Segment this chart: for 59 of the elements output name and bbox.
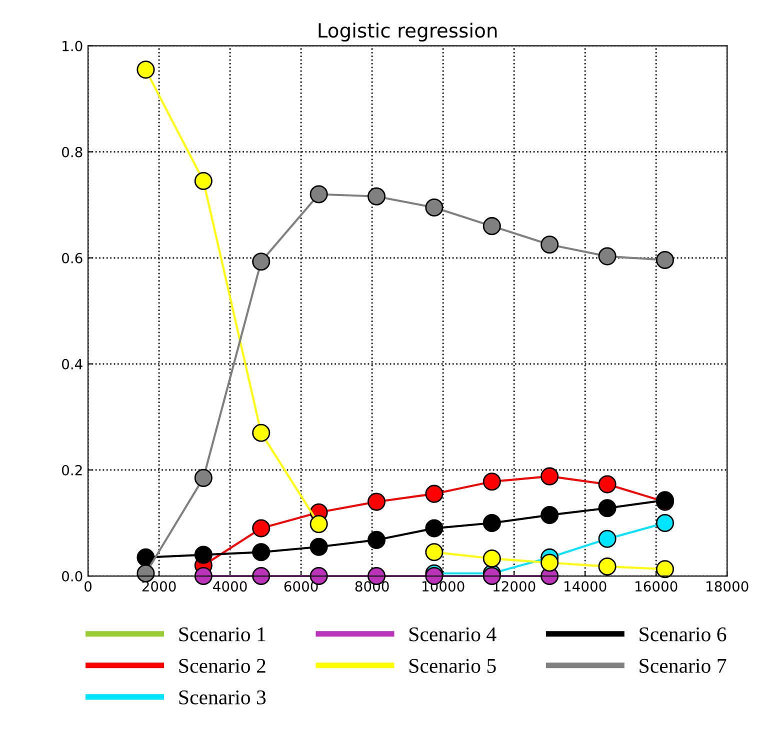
point (425, 519, 444, 538)
legend-label: Scenario 1 (179, 627, 266, 642)
point (252, 543, 270, 562)
point (482, 514, 501, 532)
point (194, 566, 212, 586)
point (482, 472, 501, 491)
point (598, 557, 616, 576)
point (540, 236, 559, 254)
y-tick-label: 0.8 (62, 146, 82, 158)
point (656, 560, 674, 578)
legend-label: Scenario 3 (179, 690, 266, 704)
point (482, 549, 501, 568)
point (136, 548, 155, 566)
y-tick-label: 1.0 (62, 40, 82, 52)
point (598, 499, 616, 518)
point (425, 198, 444, 217)
point (367, 187, 386, 206)
x-tick-label: 12000 (494, 581, 536, 592)
point (310, 185, 328, 204)
point (540, 467, 559, 486)
y-tick-label: 0.6 (62, 252, 82, 264)
point (656, 514, 674, 532)
point (136, 564, 155, 582)
point (598, 247, 616, 266)
x-tick-label: 4000 (213, 581, 247, 592)
point (540, 554, 559, 572)
legend-label: Scenario 7 (640, 658, 726, 673)
legend-label: Scenario 2 (179, 658, 266, 673)
point (136, 60, 155, 79)
legend-label: Scenario 5 (410, 658, 496, 673)
y-tick-label: 0.2 (62, 464, 82, 476)
legend-label: Scenario 6 (640, 627, 726, 642)
legend-label: Scenario 4 (410, 627, 496, 642)
x-tick-label: 18000 (706, 581, 748, 592)
point (656, 250, 674, 270)
point (194, 468, 212, 487)
y-tick-label: 0.4 (62, 358, 82, 370)
point (367, 530, 386, 549)
point (598, 475, 616, 494)
point (252, 424, 270, 442)
point (425, 543, 444, 562)
point (367, 492, 386, 511)
x-tick-label: 2000 (142, 581, 176, 592)
point (482, 217, 501, 236)
point (310, 538, 328, 556)
point (598, 530, 616, 548)
x-tick-label: 14000 (564, 581, 606, 592)
point (252, 566, 270, 586)
x-tick-label: 0 (84, 581, 92, 592)
point (310, 515, 328, 534)
point (425, 484, 444, 503)
chart-title: Logistic regression (318, 22, 497, 42)
point (194, 172, 212, 190)
x-tick-label: 16000 (636, 581, 678, 592)
point (194, 546, 212, 564)
y-tick-label: 0.0 (62, 570, 82, 582)
point (540, 506, 559, 524)
point (252, 519, 270, 538)
point (252, 252, 270, 271)
